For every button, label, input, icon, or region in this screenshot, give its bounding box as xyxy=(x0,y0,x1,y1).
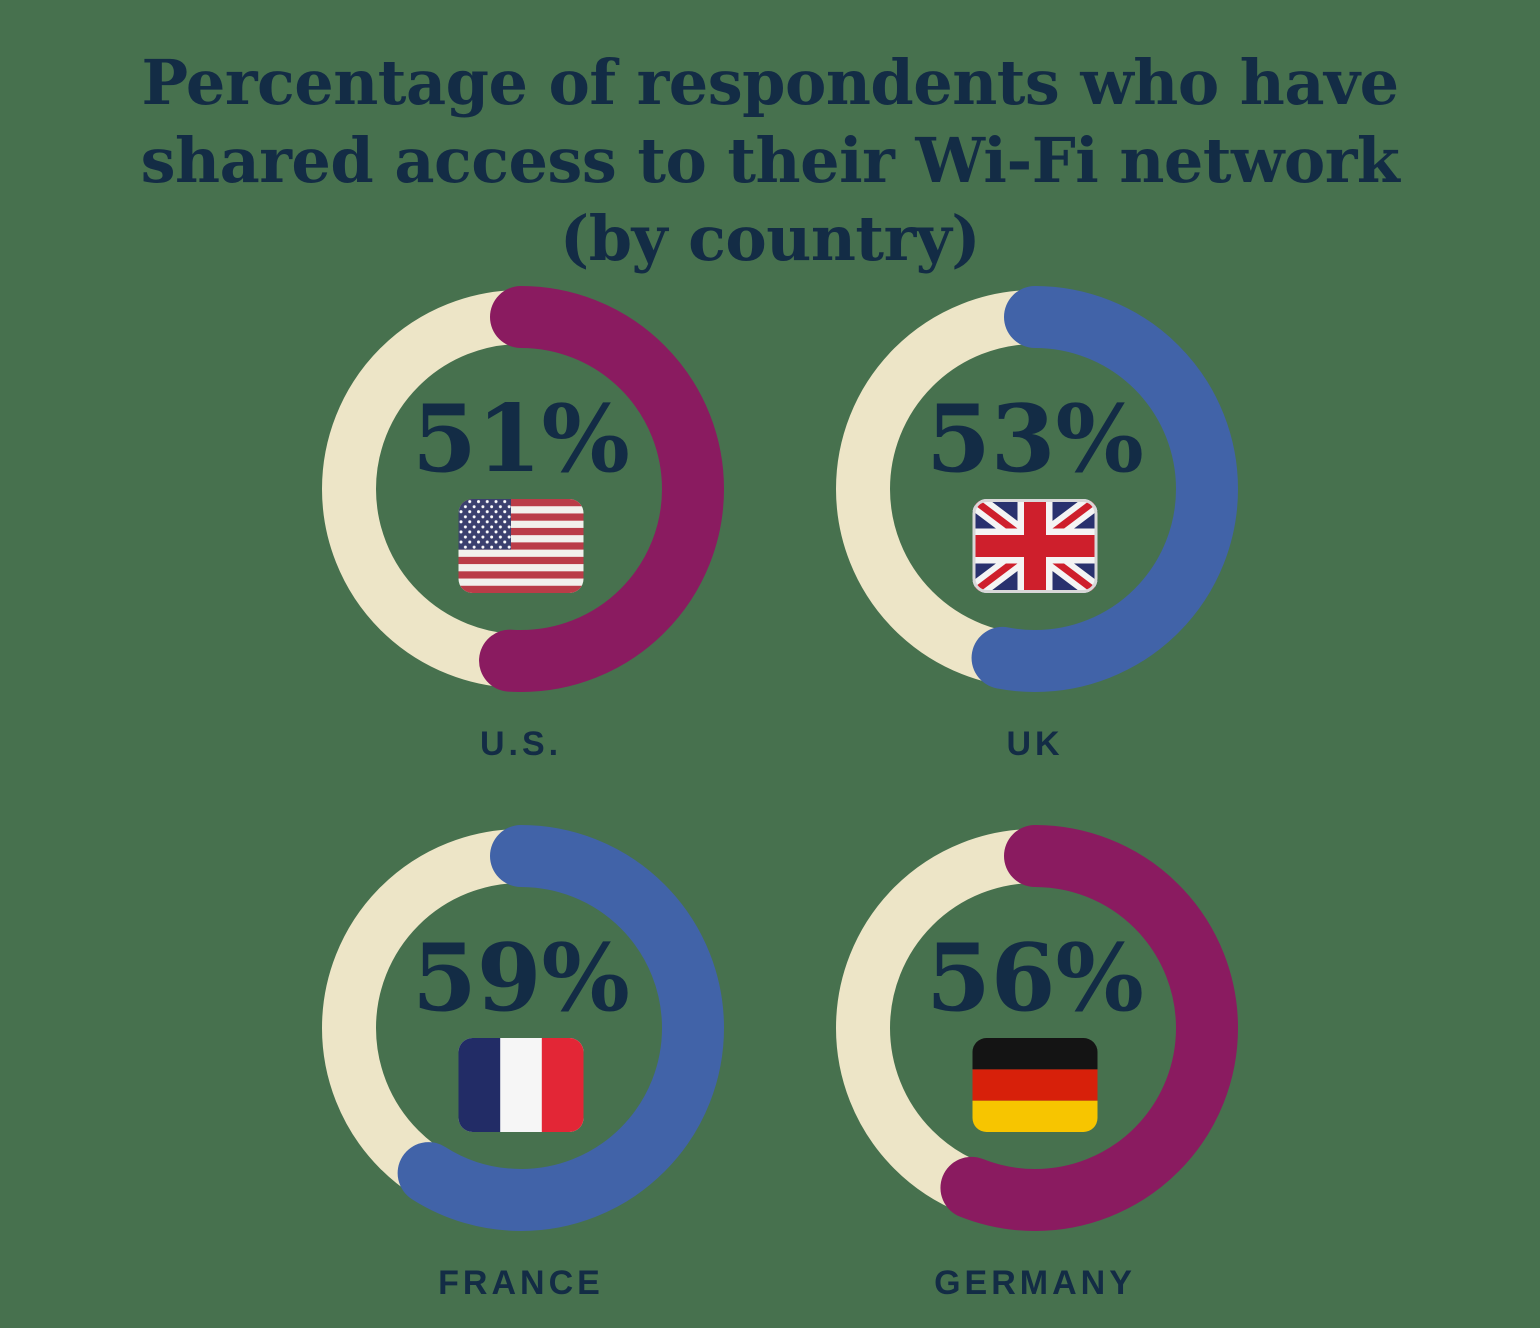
percent-value: 51% xyxy=(412,384,630,493)
donut-us: 51% xyxy=(301,269,741,769)
donut-value-arc xyxy=(318,286,724,692)
germany-flag-icon xyxy=(972,1038,1098,1132)
page-title: Percentage of respondents who have share… xyxy=(0,44,1540,278)
country-label-us: U.S. xyxy=(479,725,563,763)
donut-germany: 56% GERMANY xyxy=(815,808,1255,1308)
page-title-line-1: Percentage of respondents who have xyxy=(141,45,1399,119)
uk-flag-icon xyxy=(972,499,1098,593)
donut-value-arc xyxy=(832,825,1238,1231)
donut-ring-france xyxy=(318,825,724,1231)
donut-value-arc xyxy=(318,825,724,1231)
donut-france: 59% FRANCE xyxy=(301,808,741,1308)
country-label-france: FRANCE xyxy=(438,1264,604,1302)
donut-ring-uk xyxy=(832,286,1238,692)
page-title-line-3: (by country) xyxy=(559,201,981,275)
donut-ring-germany xyxy=(832,825,1238,1231)
country-label-germany: GERMANY xyxy=(934,1264,1136,1302)
france-flag-icon xyxy=(458,1038,584,1132)
country-label-uk: UK xyxy=(1006,725,1064,763)
page-title-line-2: shared access to their Wi-Fi network xyxy=(140,123,1400,197)
donut-value-arc xyxy=(832,286,1238,692)
donut-uk: 53% UK xyxy=(815,269,1255,769)
percent-value: 53% xyxy=(926,384,1144,493)
donut-ring-us xyxy=(318,286,724,692)
us-flag-icon xyxy=(458,499,584,593)
percent-value: 56% xyxy=(926,923,1144,1032)
percent-value: 59% xyxy=(412,923,630,1032)
